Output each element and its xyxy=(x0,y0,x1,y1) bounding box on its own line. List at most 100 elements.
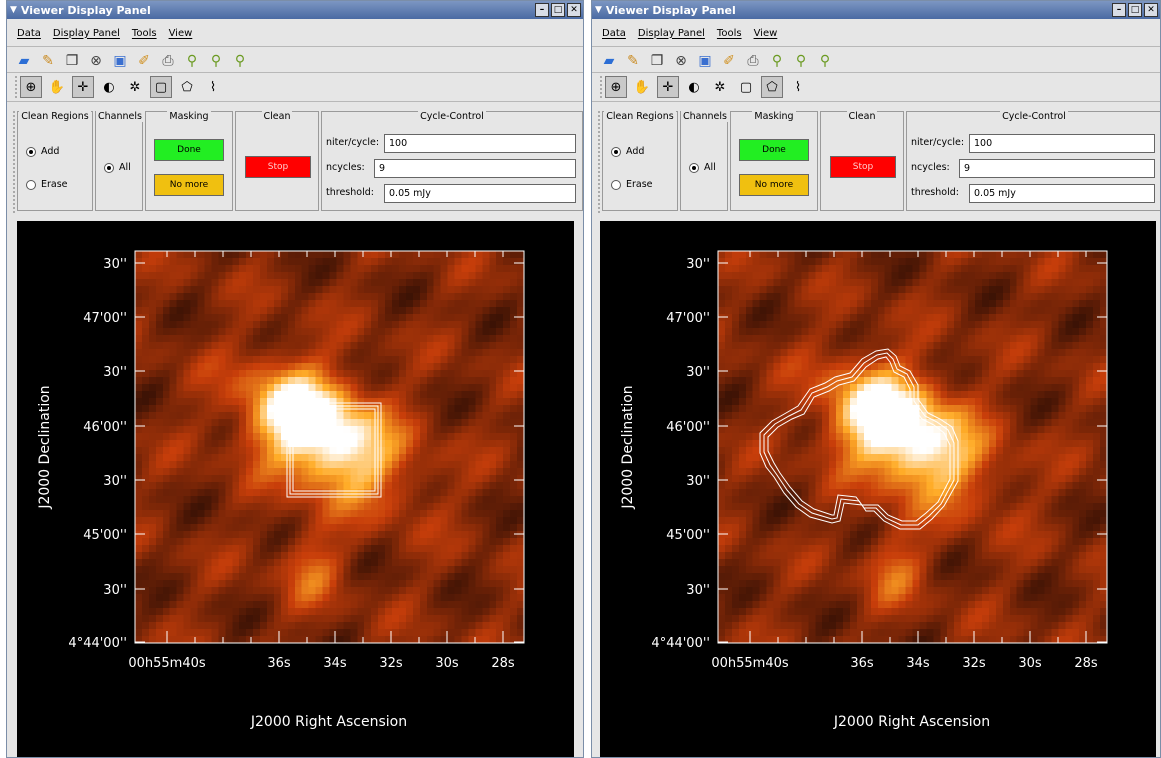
stop-button[interactable]: Stop xyxy=(830,156,896,178)
x-tick-label: 32s xyxy=(379,656,403,671)
close-button[interactable]: ✕ xyxy=(567,3,581,17)
close-circle-icon[interactable]: ⊗ xyxy=(90,53,102,69)
polygon-region-icon[interactable]: ⬠ xyxy=(181,79,193,95)
threshold-input[interactable]: 0.05 mJy xyxy=(384,184,576,203)
add-radio[interactable]: Add xyxy=(26,146,59,157)
stop-button[interactable]: Stop xyxy=(245,156,311,178)
image-plot[interactable]: 30'' 47'00'' 30'' 46'00'' 30'' 45'00'' 30'' 4°4… xyxy=(17,221,574,758)
window-menu-icon[interactable]: ▼ xyxy=(10,5,17,15)
polyline-icon[interactable]: ⌇ xyxy=(794,79,802,95)
minimize-button[interactable]: – xyxy=(535,3,549,17)
all-radio-dot[interactable] xyxy=(689,162,699,173)
new-panel-icon[interactable]: ▣ xyxy=(113,53,127,69)
minimize-button[interactable]: – xyxy=(1112,3,1126,17)
crosshair-tool-icon[interactable]: ✛ xyxy=(657,76,679,98)
menu-data[interactable]: Data xyxy=(602,27,626,39)
adjust-icon[interactable]: ✐ xyxy=(723,53,735,69)
image-display-canvas[interactable]: 30'' 47'00'' 30'' 46'00'' 30'' 45'00'' 30'' 4°4… xyxy=(17,221,574,758)
zoom-in-icon[interactable]: ⚲ xyxy=(795,53,807,69)
y-tick-labels: 30'' 47'00'' 30'' 46'00'' 30'' 45'00'' 30'' 4°4… xyxy=(651,257,710,651)
wrench-icon[interactable]: ✎ xyxy=(42,53,54,69)
rectangle-region-icon[interactable]: ▢ xyxy=(739,79,753,95)
menu-data[interactable]: Data xyxy=(17,27,41,39)
x-tick-labels: 00h55m40s 36s 34s 32s 30s 28s xyxy=(711,656,1098,671)
title-bar[interactable]: ▼ Viewer Display Panel – □ ✕ xyxy=(7,1,583,19)
polygon-region-icon[interactable]: ⬠ xyxy=(761,76,783,98)
menu-tools[interactable]: Tools xyxy=(131,27,157,39)
interactive-clean-controls: Clean Regions Add Erase Channels All Mas… xyxy=(13,111,583,213)
colormap-tool-icon[interactable]: ✲ xyxy=(714,79,726,95)
colormap-tool-icon[interactable]: ✲ xyxy=(129,79,141,95)
y-tick-label: 4°44'00'' xyxy=(68,636,127,651)
zoom-tool-icon[interactable]: ⊕ xyxy=(605,76,627,98)
crosshair-tool-icon[interactable]: ✛ xyxy=(72,76,94,98)
all-channels-radio[interactable]: All xyxy=(689,162,716,173)
channels-group: Channels All xyxy=(95,111,144,211)
add-radio[interactable]: Add xyxy=(611,146,644,157)
mouse-toolbar: ⊕ ✋ ✛ ◐ ✲ ▢ ⬠ ⌇ xyxy=(15,76,224,98)
close-circle-icon[interactable]: ⊗ xyxy=(675,53,687,69)
maximize-button[interactable]: □ xyxy=(1128,3,1142,17)
add-radio-dot[interactable] xyxy=(26,146,36,157)
y-tick-label: 47'00'' xyxy=(83,311,127,326)
contrast-tool-icon[interactable]: ◐ xyxy=(103,79,115,95)
erase-radio-dot[interactable] xyxy=(611,179,621,190)
clean-mask-box[interactable] xyxy=(286,402,382,498)
open-folder-icon[interactable]: ▰ xyxy=(18,53,30,69)
clean-mask-contour[interactable] xyxy=(759,348,959,530)
print-icon[interactable]: ⎙ xyxy=(747,53,759,69)
masking-label: Masking xyxy=(752,111,796,122)
ncycles-input[interactable]: 9 xyxy=(959,159,1155,178)
polyline-icon[interactable]: ⌇ xyxy=(209,79,217,95)
menu-bar: Data Display Panel Tools View xyxy=(7,22,192,44)
image-display-canvas[interactable]: 30'' 47'00'' 30'' 46'00'' 30'' 45'00'' 30'' 4°4… xyxy=(600,221,1156,758)
no-more-button[interactable]: No more xyxy=(739,174,809,196)
new-panel-icon[interactable]: ▣ xyxy=(698,53,712,69)
erase-radio[interactable]: Erase xyxy=(611,179,653,190)
x-tick-label: 34s xyxy=(906,656,930,671)
done-button[interactable]: Done xyxy=(739,139,809,161)
pan-tool-icon[interactable]: ✋ xyxy=(633,79,651,95)
ncycles-label: ncycles: xyxy=(326,162,365,173)
maximize-button[interactable]: □ xyxy=(551,3,565,17)
zoom-tool-icon[interactable]: ⊕ xyxy=(20,76,42,98)
no-more-button[interactable]: No more xyxy=(154,174,224,196)
zoom-icon[interactable]: ⚲ xyxy=(771,53,783,69)
cycle-control-label: Cycle-Control xyxy=(1000,111,1068,122)
erase-radio[interactable]: Erase xyxy=(26,179,68,190)
y-tick-label: 45'00'' xyxy=(666,528,710,543)
menu-display-panel[interactable]: Display Panel xyxy=(637,27,705,39)
open-folder-icon[interactable]: ▰ xyxy=(603,53,615,69)
x-tick-label: 32s xyxy=(962,656,986,671)
contrast-tool-icon[interactable]: ◐ xyxy=(688,79,700,95)
all-radio-dot[interactable] xyxy=(104,162,114,173)
zoom-icon[interactable]: ⚲ xyxy=(186,53,198,69)
zoom-out-icon[interactable]: ⚲ xyxy=(819,53,831,69)
wrench-icon[interactable]: ✎ xyxy=(627,53,639,69)
niter-input[interactable]: 100 xyxy=(384,134,576,153)
erase-radio-dot[interactable] xyxy=(26,179,36,190)
menu-view[interactable]: View xyxy=(753,27,778,39)
pan-tool-icon[interactable]: ✋ xyxy=(48,79,66,95)
close-button[interactable]: ✕ xyxy=(1144,3,1158,17)
copy-icon[interactable]: ❐ xyxy=(650,53,664,69)
print-icon[interactable]: ⎙ xyxy=(162,53,174,69)
done-button[interactable]: Done xyxy=(154,139,224,161)
adjust-icon[interactable]: ✐ xyxy=(138,53,150,69)
menu-view[interactable]: View xyxy=(168,27,193,39)
zoom-in-icon[interactable]: ⚲ xyxy=(210,53,222,69)
all-channels-radio[interactable]: All xyxy=(104,162,131,173)
window-menu-icon[interactable]: ▼ xyxy=(595,5,602,15)
all-radio-label: All xyxy=(119,162,131,173)
title-bar[interactable]: ▼ Viewer Display Panel – □ ✕ xyxy=(592,1,1160,19)
image-plot[interactable]: 30'' 47'00'' 30'' 46'00'' 30'' 45'00'' 30'' 4°4… xyxy=(600,221,1156,758)
menu-tools[interactable]: Tools xyxy=(716,27,742,39)
niter-input[interactable]: 100 xyxy=(969,134,1155,153)
add-radio-dot[interactable] xyxy=(611,146,621,157)
zoom-out-icon[interactable]: ⚲ xyxy=(234,53,246,69)
rectangle-region-icon[interactable]: ▢ xyxy=(150,76,172,98)
menu-display-panel[interactable]: Display Panel xyxy=(52,27,120,39)
ncycles-input[interactable]: 9 xyxy=(374,159,576,178)
threshold-input[interactable]: 0.05 mJy xyxy=(969,184,1155,203)
copy-icon[interactable]: ❐ xyxy=(65,53,79,69)
